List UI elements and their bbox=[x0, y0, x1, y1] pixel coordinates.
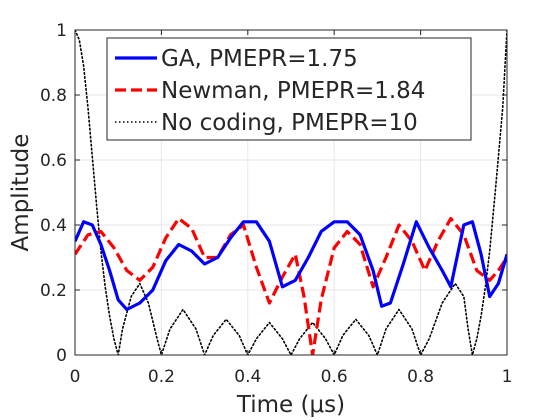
legend-label-3: No coding, PMEPR=10 bbox=[161, 110, 418, 136]
x-tick-label: 0.6 bbox=[321, 367, 348, 387]
tick-labels: 0 0.2 0.4 0.6 0.8 1 0 0.2 0.4 0.6 0.8 1 bbox=[40, 21, 512, 387]
legend: GA, PMEPR=1.75 Newman, PMEPR=1.84 No codin… bbox=[106, 37, 472, 141]
y-tick-label: 0.4 bbox=[40, 216, 67, 236]
x-tick-label: 0.2 bbox=[148, 367, 175, 387]
y-axis-label: Amplitude bbox=[8, 134, 34, 252]
y-tick-label: 0.2 bbox=[40, 281, 67, 301]
series-line-1 bbox=[75, 220, 507, 312]
x-tick-label: 0 bbox=[70, 367, 81, 387]
axes-box bbox=[74, 29, 508, 356]
y-tick-label: 0 bbox=[56, 346, 67, 366]
legend-box bbox=[106, 37, 472, 141]
series-line-3 bbox=[75, 30, 507, 355]
y-tick-label: 0.6 bbox=[40, 151, 67, 171]
x-tick-label: 0.4 bbox=[234, 367, 261, 387]
plot-area bbox=[75, 30, 507, 355]
x-tick-label: 1 bbox=[502, 367, 513, 387]
y-tick-label: 1 bbox=[56, 21, 67, 41]
x-axis-label: Time (μs) bbox=[236, 392, 345, 418]
legend-label-1: GA, PMEPR=1.75 bbox=[161, 46, 358, 72]
legend-label-2: Newman, PMEPR=1.84 bbox=[161, 78, 425, 104]
x-tick-label: 0.8 bbox=[407, 367, 434, 387]
tick-marks bbox=[74, 29, 508, 356]
y-tick-label: 0.8 bbox=[40, 86, 67, 106]
